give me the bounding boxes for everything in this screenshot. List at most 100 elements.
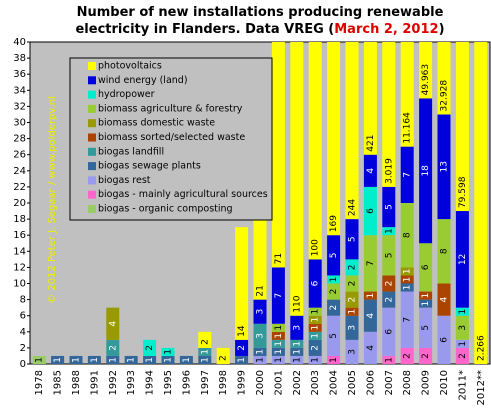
y-tick-label: 20: [13, 198, 26, 209]
bar-segment: [106, 355, 120, 364]
value-label: 5: [329, 333, 339, 339]
value-label: 2: [145, 345, 155, 351]
y-tick-label: 40: [13, 37, 26, 48]
legend-label: hydropower: [98, 89, 155, 100]
value-label: 2: [311, 345, 321, 351]
value-label: 1: [256, 349, 266, 355]
value-label: 7: [403, 317, 413, 323]
bar-segment: [235, 355, 249, 364]
value-label: 5: [348, 236, 358, 242]
bar-segment: [271, 347, 285, 356]
bar-segment: [106, 339, 120, 356]
bar-segment: [216, 347, 230, 364]
y-tick-label: 28: [13, 134, 26, 145]
value-label: 244: [348, 199, 358, 216]
value-label: 2: [329, 289, 339, 295]
bar-segment: [345, 275, 359, 292]
bar-segment: [382, 227, 396, 236]
value-label: 5: [384, 252, 394, 258]
bar-segment: [455, 347, 469, 364]
value-label: 13: [440, 161, 450, 172]
legend-label: biogas - mainly agricultural sources: [98, 189, 268, 200]
bar-segment: [382, 291, 396, 308]
value-label: 8: [403, 232, 413, 238]
x-tick-label: 1998: [218, 370, 229, 395]
value-label: 1: [311, 317, 321, 323]
bar-segment: [143, 355, 157, 364]
y-tick-label: 36: [13, 69, 26, 80]
value-label: 1: [274, 349, 284, 355]
y-tick-label: 2: [20, 343, 26, 354]
y-tick-label: 10: [13, 279, 26, 290]
title-text: ): [439, 22, 445, 37]
value-label: 1: [200, 357, 210, 363]
bar-segment: [455, 42, 469, 211]
x-tick-label: 2000: [255, 370, 266, 395]
bar-segment: [327, 283, 341, 300]
bar-segment: [271, 331, 285, 340]
value-label: 6: [311, 280, 321, 286]
value-label: 7: [366, 261, 376, 267]
value-label: 1: [182, 357, 192, 363]
value-label: 3: [348, 349, 358, 355]
bar-segment: [271, 355, 285, 364]
y-tick-label: 14: [13, 246, 26, 257]
x-tick-label: 1993: [126, 370, 137, 395]
bar-segment: [382, 235, 396, 276]
bar-segment: [271, 267, 285, 324]
bar-segment: [400, 267, 414, 276]
bar-segment: [419, 307, 433, 348]
value-label: 1: [403, 269, 413, 275]
value-label: 1: [274, 333, 284, 339]
bar-segment: [235, 227, 249, 340]
y-tick-label: 22: [13, 182, 26, 193]
x-tick-label: 1991: [89, 370, 100, 395]
value-label: 1: [127, 357, 137, 363]
x-tick-label: 1985: [53, 370, 64, 395]
value-label: 1: [164, 349, 174, 355]
bar-segment: [253, 347, 267, 356]
x-tick-label: 1994: [145, 370, 156, 395]
value-label: 1: [292, 349, 302, 355]
x-tick-label: 2012**: [476, 370, 487, 405]
bar-segment: [290, 355, 304, 364]
value-label: 6: [366, 208, 376, 214]
value-label: 11.164: [403, 112, 413, 144]
chart-title: Number of new installations producing re…: [77, 5, 444, 20]
value-label: 169: [329, 215, 339, 232]
value-label: 1: [329, 357, 339, 363]
value-label: 1: [384, 228, 394, 234]
value-label: 1: [458, 309, 468, 315]
bar-segment: [198, 331, 212, 348]
legend-label: biogas landfill: [98, 146, 164, 157]
bar-segment: [308, 259, 322, 308]
bar-segment: [345, 219, 359, 260]
x-tick-label: 2003: [310, 370, 321, 395]
value-label: 3: [458, 325, 468, 331]
value-label: 1: [311, 309, 321, 315]
bar-segment: [271, 339, 285, 348]
bar-segment: [198, 355, 212, 364]
y-tick-label: 0: [20, 359, 26, 370]
watermark: © 2012 Peter J. Segaar / www.polderpv.nl: [47, 96, 58, 304]
bar-segment: [308, 355, 322, 364]
title-text: electricity in Flanders. Data VREG (: [75, 22, 334, 37]
bar-segment: [327, 355, 341, 364]
bar-segment: [400, 42, 414, 147]
bar-segment: [382, 186, 396, 228]
chart-title: electricity in Flanders. Data VREG (Marc…: [75, 22, 444, 37]
legend-label: biomass domestic waste: [98, 118, 215, 129]
bar-segment: [271, 42, 285, 268]
value-label: 1: [90, 357, 100, 363]
value-label: 2: [403, 353, 413, 359]
bar-segment: [419, 98, 433, 244]
value-label: 1: [292, 357, 302, 363]
value-label: 2: [348, 265, 358, 271]
bar-segment: [308, 307, 322, 316]
value-label: 1: [256, 357, 266, 363]
value-label: 1: [53, 357, 63, 363]
value-label: 110: [292, 295, 302, 312]
bar-segment: [437, 315, 451, 364]
legend-swatch: [88, 76, 96, 85]
x-tick-label: 2009: [421, 370, 432, 395]
